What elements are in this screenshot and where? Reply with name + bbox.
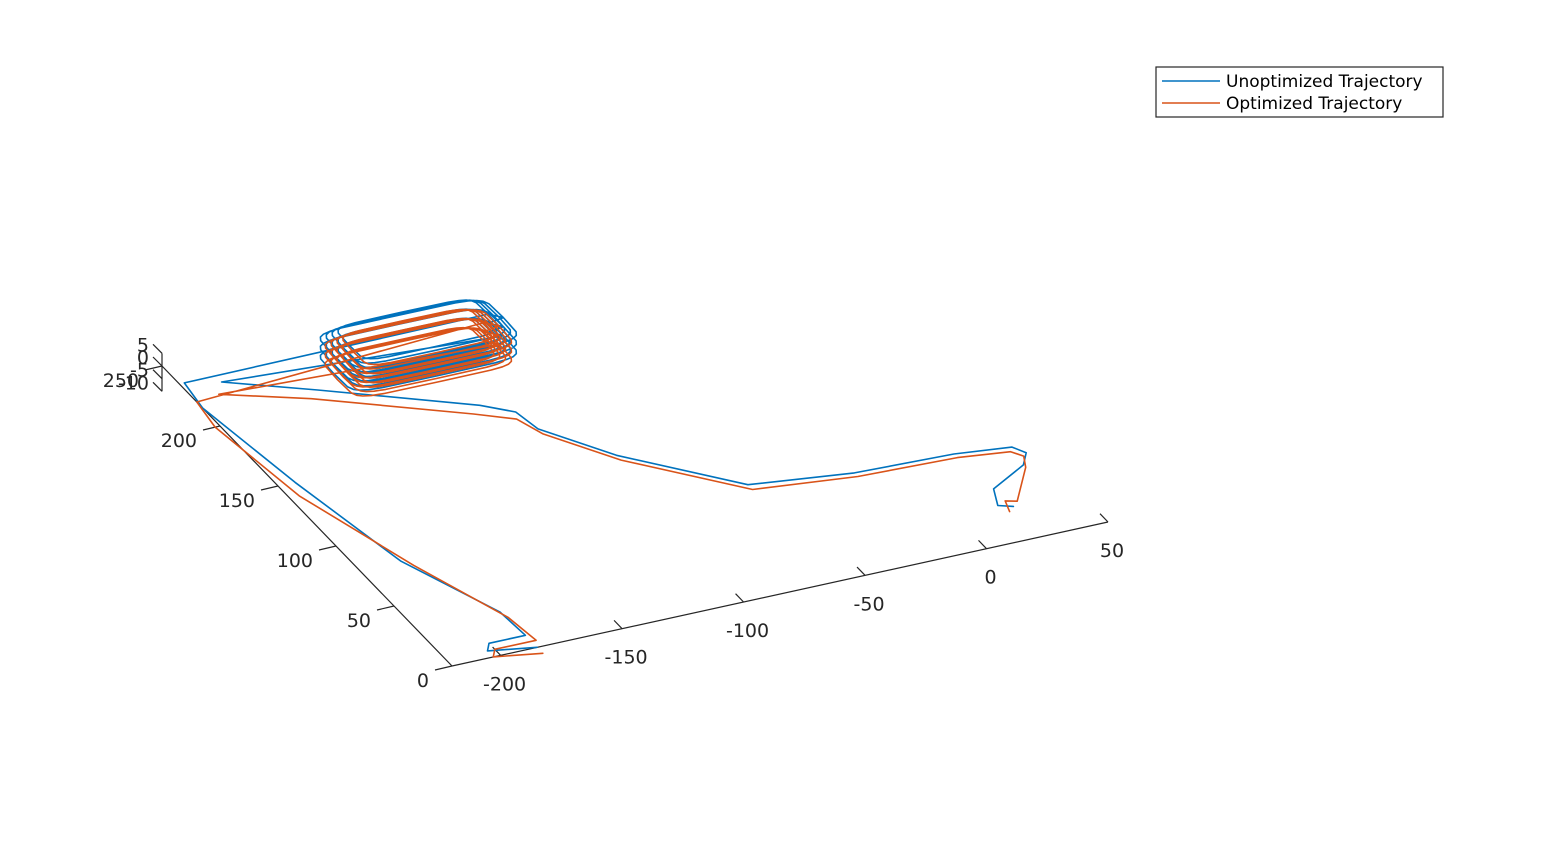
z-tick-mark — [152, 356, 163, 367]
x-tick-mark — [613, 619, 623, 630]
z-tick-label: -10 — [118, 372, 149, 394]
series-line-optimized — [196, 308, 1027, 658]
y-tick-mark — [260, 485, 279, 491]
x-tick-label: 0 — [984, 567, 996, 589]
x-tick-label: 50 — [1100, 540, 1124, 562]
y-tick-label: 150 — [219, 490, 255, 512]
x-tick-label: -100 — [726, 620, 769, 642]
x-tick-mark — [735, 593, 744, 603]
y-tick-mark — [376, 605, 395, 611]
y-tick-mark — [318, 545, 337, 551]
y-tick-label: 100 — [277, 550, 313, 572]
x-tick-label: -50 — [854, 593, 885, 615]
y-tick-mark — [434, 665, 453, 671]
x-tick-mark — [492, 646, 502, 656]
x-tick-mark — [856, 566, 866, 576]
series-line-unoptimized — [183, 299, 1027, 652]
z-tick-label: -5 — [130, 360, 149, 382]
y-tick-mark — [202, 425, 221, 431]
y-tick-label: 50 — [347, 610, 371, 632]
legend-box — [1155, 66, 1444, 118]
z-tick-mark — [152, 369, 163, 380]
y-tick-label: 250 — [103, 370, 139, 392]
y-tick-label: 200 — [161, 430, 197, 452]
z-tick-label: 5 — [137, 334, 149, 356]
x-axis-line — [451, 521, 1109, 667]
x-tick-label: -200 — [483, 673, 526, 695]
x-tick-mark — [1099, 513, 1109, 523]
legend-label-optimized: Optimized Trajectory — [1226, 94, 1402, 114]
z-tick-mark — [152, 381, 163, 392]
z-tick-mark — [152, 343, 163, 354]
y-axis-line — [161, 365, 453, 667]
plot-area — [183, 299, 1027, 658]
y-tick-label: 0 — [417, 670, 429, 692]
x-tick-label: -150 — [605, 647, 648, 669]
x-tick-mark — [978, 539, 987, 550]
legend-label-unoptimized: Unoptimized Trajectory — [1226, 72, 1423, 92]
z-tick-label: 0 — [137, 347, 149, 369]
y-tick-mark — [144, 365, 163, 371]
